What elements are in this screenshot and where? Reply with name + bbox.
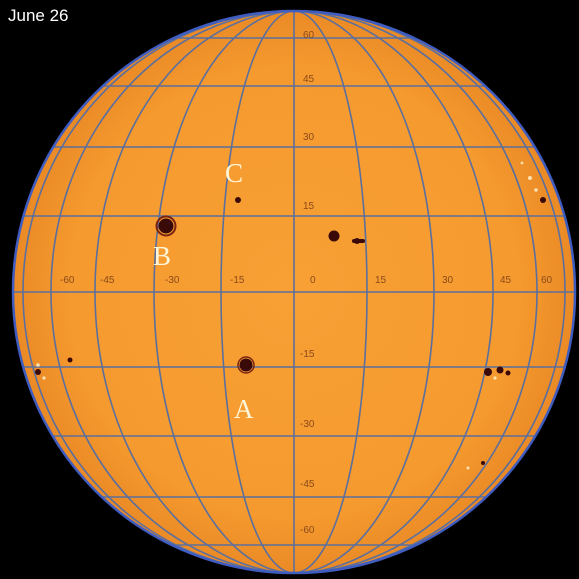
longitude-tick: 60 bbox=[541, 275, 553, 286]
facula bbox=[520, 161, 524, 165]
latitude-tick: 60 bbox=[303, 30, 315, 41]
faculae bbox=[36, 161, 538, 470]
facula bbox=[42, 376, 46, 380]
sunspot-west-small bbox=[67, 357, 73, 363]
solar-limb bbox=[11, 9, 577, 575]
longitude-tick-labels: -60 -45 -30 -15 0 15 30 45 60 bbox=[60, 275, 553, 286]
sunspot-group-center-trail bbox=[352, 239, 365, 243]
latitude-tick: 15 bbox=[303, 201, 315, 212]
sunspot-b bbox=[158, 218, 174, 234]
longitude-tick: 45 bbox=[500, 275, 512, 286]
heliographic-grid bbox=[13, 11, 575, 573]
latitude-tick: -30 bbox=[300, 419, 315, 430]
sunspot-c bbox=[235, 197, 241, 203]
latitude-tick: 45 bbox=[303, 74, 315, 85]
sunspot-label-b: B bbox=[153, 241, 171, 271]
sunspot-southeast bbox=[481, 461, 485, 465]
longitude-line bbox=[94, 11, 494, 573]
longitude-line bbox=[50, 11, 538, 573]
longitude-tick: -15 bbox=[230, 275, 245, 286]
sunspot-b-penumbra bbox=[155, 215, 177, 237]
longitude-tick: 15 bbox=[375, 275, 387, 286]
sunspot-group-east bbox=[484, 368, 492, 376]
longitude-line bbox=[22, 11, 566, 573]
sunspot-group-center bbox=[328, 230, 340, 242]
facula bbox=[36, 363, 40, 367]
date-label: June 26 bbox=[8, 6, 69, 25]
longitude-line bbox=[153, 11, 435, 573]
facula bbox=[534, 188, 538, 192]
latitude-tick: -45 bbox=[300, 479, 315, 490]
latitude-tick-labels: 60 45 30 15 -15 -30 -45 -60 bbox=[300, 30, 315, 536]
longitude-tick: 30 bbox=[442, 275, 454, 286]
sunspot-group-east-3 bbox=[505, 370, 511, 376]
sunspot-west-limb bbox=[35, 369, 41, 375]
latitude-tick: -60 bbox=[300, 525, 315, 536]
facula bbox=[466, 466, 470, 470]
longitude-tick: -30 bbox=[165, 275, 180, 286]
facula bbox=[493, 376, 497, 380]
sunspots bbox=[35, 197, 546, 465]
sunspot-group-east-2 bbox=[496, 366, 504, 374]
sunspot-a-penumbra bbox=[237, 356, 255, 374]
longitude-tick: -60 bbox=[60, 275, 75, 286]
longitude-tick: -45 bbox=[100, 275, 115, 286]
facula bbox=[528, 176, 532, 180]
longitude-tick: 0 bbox=[310, 275, 316, 286]
sunspot-label-a: A bbox=[234, 394, 254, 424]
sunspot-a bbox=[239, 358, 253, 372]
sunspot-label-c: C bbox=[225, 158, 243, 188]
sunspot-east-limb bbox=[540, 197, 546, 203]
longitude-line bbox=[220, 11, 368, 573]
latitude-tick: 30 bbox=[303, 132, 315, 143]
latitude-tick: -15 bbox=[300, 349, 315, 360]
